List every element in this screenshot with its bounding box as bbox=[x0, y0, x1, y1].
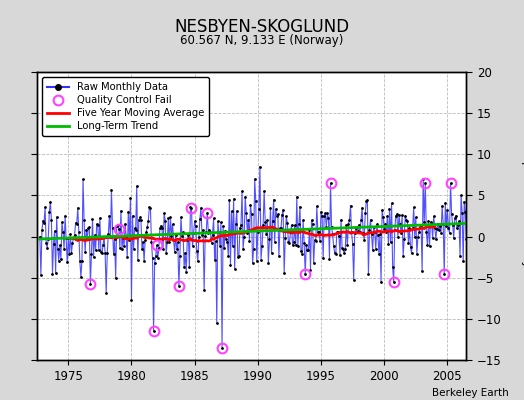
Y-axis label: Temperature Anomaly (°C): Temperature Anomaly (°C) bbox=[521, 137, 524, 295]
Text: Berkeley Earth: Berkeley Earth bbox=[432, 388, 508, 398]
Legend: Raw Monthly Data, Quality Control Fail, Five Year Moving Average, Long-Term Tren: Raw Monthly Data, Quality Control Fail, … bbox=[42, 77, 209, 136]
Text: 60.567 N, 9.133 E (Norway): 60.567 N, 9.133 E (Norway) bbox=[180, 34, 344, 47]
Text: NESBYEN-SKOGLUND: NESBYEN-SKOGLUND bbox=[174, 18, 350, 36]
